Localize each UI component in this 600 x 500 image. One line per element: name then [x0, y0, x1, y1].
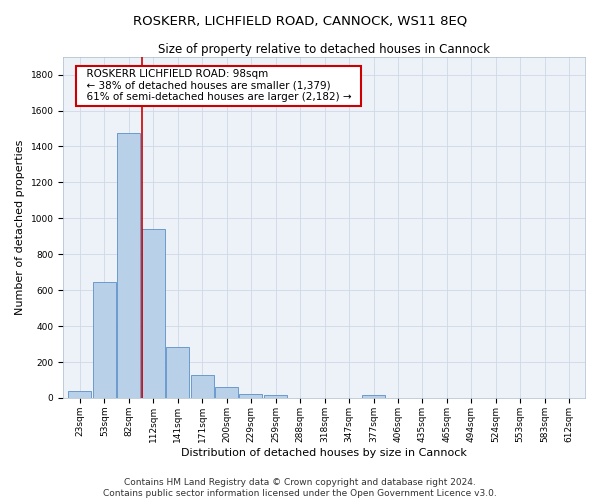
Bar: [265, 395, 287, 398]
Bar: [142, 230, 164, 398]
Bar: [166, 347, 189, 398]
Bar: [118, 134, 140, 398]
X-axis label: Distribution of detached houses by size in Cannock: Distribution of detached houses by size …: [181, 448, 467, 458]
Bar: [362, 395, 385, 398]
Bar: [68, 390, 91, 398]
Text: ROSKERR, LICHFIELD ROAD, CANNOCK, WS11 8EQ: ROSKERR, LICHFIELD ROAD, CANNOCK, WS11 8…: [133, 15, 467, 28]
Y-axis label: Number of detached properties: Number of detached properties: [15, 140, 25, 315]
Text: Contains HM Land Registry data © Crown copyright and database right 2024.
Contai: Contains HM Land Registry data © Crown c…: [103, 478, 497, 498]
Text: ROSKERR LICHFIELD ROAD: 98sqm  
  ← 38% of detached houses are smaller (1,379)  : ROSKERR LICHFIELD ROAD: 98sqm ← 38% of d…: [80, 69, 358, 102]
Bar: [93, 282, 116, 398]
Bar: [239, 394, 262, 398]
Bar: [215, 387, 238, 398]
Title: Size of property relative to detached houses in Cannock: Size of property relative to detached ho…: [158, 42, 490, 56]
Bar: [191, 375, 214, 398]
